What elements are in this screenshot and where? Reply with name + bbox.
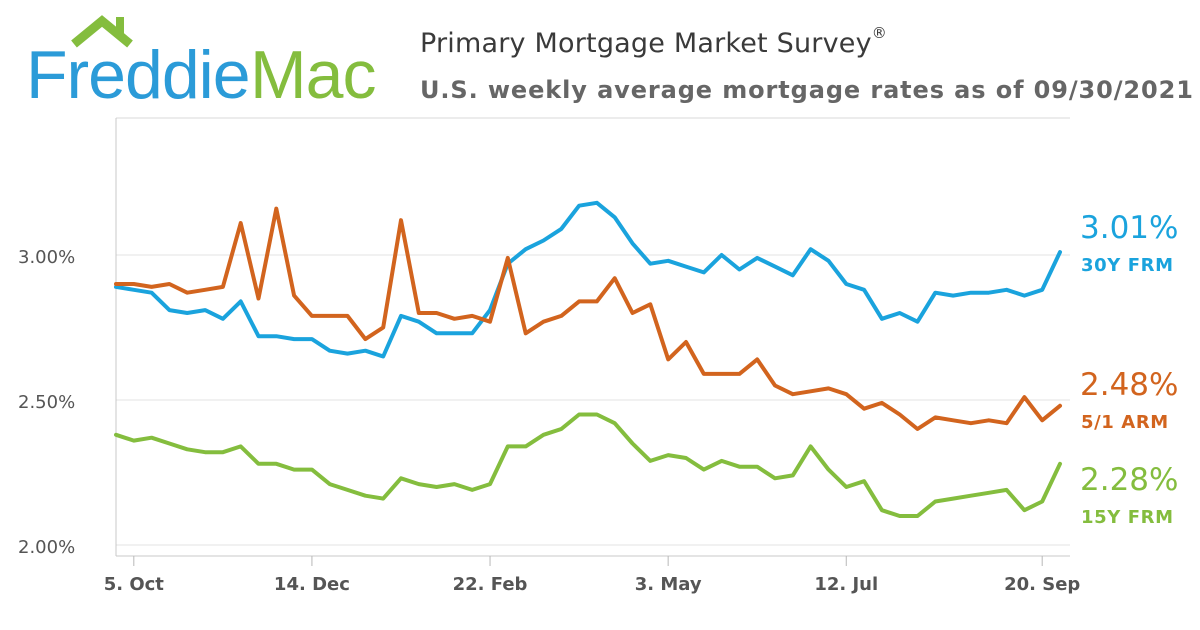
series-value-15y-frm: 2.28% [1080,462,1179,498]
series-name-15y-frm: 15Y FRM [1081,507,1174,528]
chart-title-text: Primary Mortgage Market Survey [420,28,872,59]
series-value-30y-frm: 3.01% [1080,210,1179,246]
grid-layer [116,117,1070,546]
chart-subtitle: U.S. weekly average mortgage rates as of… [420,76,1194,104]
chart-title: Primary Mortgage Market Survey® [420,24,887,59]
y-tick-label: 2.50% [18,392,75,413]
x-tick-label: 5. Oct [104,574,165,595]
x-tick-label: 12. Jul [814,574,878,595]
series-layer [114,200,1062,518]
freddie-mac-logo: Freddie Mac [26,15,376,109]
series-value-5-1-arm: 2.48% [1080,367,1179,403]
logo-roof-icon [71,15,133,48]
x-tick-label: 20. Sep [1004,574,1080,595]
series-name-5-1-arm: 5/1 ARM [1081,412,1169,433]
y-tick-label: 3.00% [18,247,75,268]
series-line-frm30 [114,200,1062,359]
y-tick-label: 2.00% [18,537,75,558]
series-name-30y-frm: 30Y FRM [1081,255,1174,276]
x-tick-label: 22. Feb [453,574,528,595]
registered-mark: ® [871,24,887,42]
axes-layer: 2.00% 2.50% 3.00% 5. Oct 14. Dec 22. Feb 3. Ma… [18,118,1080,595]
logo-chimney-icon [116,17,124,35]
series-line-frm15 [114,412,1062,518]
logo-text-freddie: Freddie [26,37,250,109]
rates-line-chart: 2.00% 2.50% 3.00% 5. Oct 14. Dec 22. Feb 3. Ma… [18,117,1080,595]
logo-text-mac: Mac [250,37,375,109]
series-line-arm51 [114,206,1062,431]
x-tick-label: 14. Dec [274,574,350,595]
x-tick-label: 3. May [635,574,702,595]
